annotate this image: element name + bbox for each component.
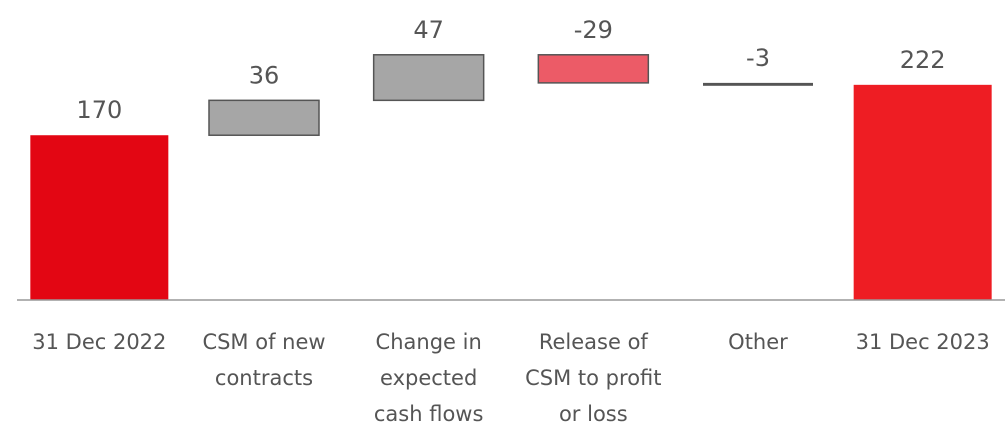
category-label: 31 Dec 2022 <box>32 330 166 354</box>
value-label: 36 <box>249 61 280 89</box>
value-label: 222 <box>900 46 946 74</box>
bar <box>537 54 650 84</box>
category-label: CSM of new <box>202 330 325 354</box>
category-label: 31 Dec 2023 <box>856 330 990 354</box>
category-label: Release of <box>539 330 649 354</box>
bar <box>30 135 169 300</box>
category-label: or loss <box>559 402 628 425</box>
bar <box>703 82 813 86</box>
value-label: 170 <box>76 96 122 124</box>
bar <box>372 54 485 102</box>
category-label: Other <box>728 330 788 354</box>
value-label: 47 <box>413 16 444 44</box>
category-label: CSM to profit <box>525 366 661 390</box>
value-label: -29 <box>574 16 613 44</box>
bar <box>208 99 320 136</box>
category-label: Change in <box>376 330 482 354</box>
category-label: cash flows <box>374 402 484 425</box>
category-label: contracts <box>215 366 313 390</box>
bar <box>853 84 992 300</box>
category-label: expected <box>380 366 477 390</box>
value-label: -3 <box>746 44 770 72</box>
